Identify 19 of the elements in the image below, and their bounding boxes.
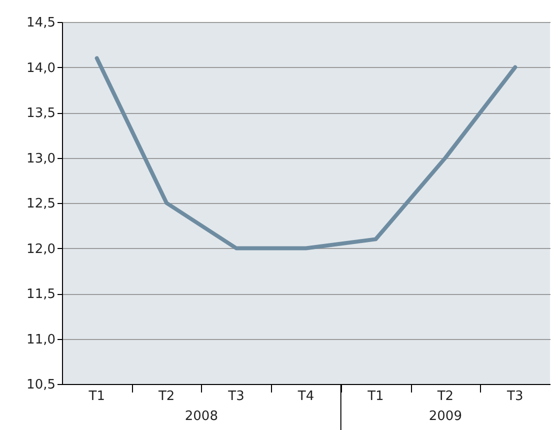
text: 2008 [184, 409, 218, 424]
x-tick-label: T2 [157, 389, 175, 404]
x-tick-label: T1 [366, 389, 384, 404]
y-tick-label: 11,0 [26, 332, 56, 348]
line-series [94, 56, 518, 250]
y-tick-label: 10,5 [26, 378, 56, 392]
x-tick-label: T1 [88, 389, 105, 404]
x-tick-label: T3 [227, 389, 244, 404]
y-tick-label: 13,0 [26, 151, 56, 166]
y-tick-label: 13,5 [26, 106, 56, 121]
y-tick-label: 14,0 [26, 60, 56, 76]
y-tick-label: 11,5 [26, 287, 56, 302]
y-tick-label: 14,5 [26, 16, 56, 30]
y-tick-label: 12,0 [26, 242, 56, 257]
text: 2009 [428, 409, 462, 424]
x-tick-label: T3 [506, 389, 524, 404]
y-tick-label: 12,5 [26, 196, 56, 212]
x-tick-label: T4 [296, 389, 314, 404]
x-tick-label: T2 [436, 389, 454, 404]
